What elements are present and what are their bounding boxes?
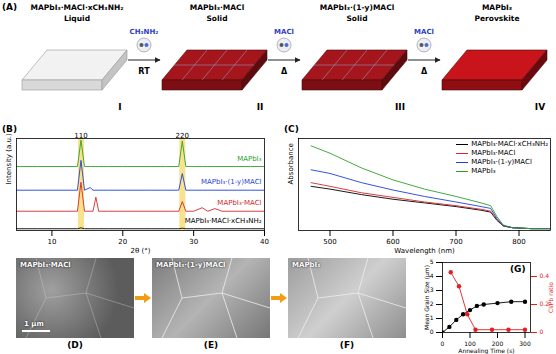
- svg-text:MAPbI₃·MACl: MAPbI₃·MACl: [217, 199, 261, 207]
- svg-text:Δ: Δ: [281, 67, 288, 76]
- svg-text:220: 220: [176, 132, 189, 140]
- svg-text:Annealing Time (s): Annealing Time (s): [458, 347, 514, 354]
- svg-text:Absorbance: Absorbance: [287, 143, 295, 184]
- svg-text:5: 5: [430, 258, 434, 265]
- html-text:(E): (E): [203, 340, 219, 350]
- svg-text:(A): (A): [2, 2, 17, 12]
- html-text:(D): (D): [67, 340, 83, 350]
- html-text:(G): (G): [510, 264, 526, 274]
- svg-text:100: 100: [464, 339, 476, 347]
- svg-text:I: I: [118, 102, 121, 112]
- svg-text:Wavelength (nm): Wavelength (nm): [394, 247, 455, 255]
- svg-text:40: 40: [260, 238, 269, 246]
- svg-text:0.4: 0.4: [540, 272, 550, 279]
- svg-text:0.2: 0.2: [539, 300, 549, 308]
- svg-text:CH₃NH₂: CH₃NH₂: [130, 28, 159, 36]
- svg-text:Solid: Solid: [346, 14, 367, 23]
- html-text:MAPbI₃·MACl·xCH₃NH₂: MAPbI₃·MACl·xCH₃NH₂: [471, 140, 548, 148]
- svg-text:MAPbI₃·MACl·xCH₃NH₂: MAPbI₃·MACl·xCH₃NH₂: [185, 217, 262, 225]
- svg-text:Δ: Δ: [421, 67, 428, 76]
- svg-text:Solid: Solid: [206, 14, 227, 23]
- svg-text:600: 600: [386, 238, 399, 246]
- html-text:(C): (C): [284, 124, 299, 134]
- html-text:MAPbI₃·MACl: MAPbI₃·MACl: [20, 261, 71, 269]
- svg-text:MAPbI₃·MACl: MAPbI₃·MACl: [190, 3, 244, 12]
- svg-text:30: 30: [189, 238, 198, 246]
- svg-text:Intensity (a.u.): Intensity (a.u.): [5, 133, 13, 185]
- html-text:1 μm: 1 μm: [24, 320, 44, 328]
- svg-text:Perovskite: Perovskite: [474, 14, 519, 23]
- html-text:MAPbI₃: MAPbI₃: [292, 261, 321, 269]
- svg-text:700: 700: [449, 238, 462, 246]
- svg-text:800: 800: [512, 238, 525, 246]
- svg-text:Cl/Pb ratio: Cl/Pb ratio: [547, 282, 554, 313]
- svg-text:110: 110: [74, 132, 87, 140]
- svg-text:RT: RT: [138, 67, 150, 76]
- html-text:MAPbI₃·(1-y)MACl: MAPbI₃·(1-y)MACl: [156, 261, 226, 269]
- html-text:(F): (F): [339, 340, 355, 350]
- svg-text:0: 0: [441, 340, 445, 347]
- html-text:(B): (B): [2, 124, 18, 134]
- svg-text:II: II: [257, 102, 264, 112]
- svg-text:III: III: [395, 102, 405, 112]
- svg-text:2: 2: [430, 300, 434, 307]
- html-text:MAPbI₃·(1-y)MACl: MAPbI₃·(1-y)MACl: [471, 158, 532, 166]
- svg-text:300: 300: [519, 340, 531, 347]
- svg-text:MAPbI₃: MAPbI₃: [482, 3, 512, 12]
- svg-text:Mean Grain Size (μm): Mean Grain Size (μm): [423, 265, 431, 330]
- svg-text:1: 1: [430, 314, 434, 321]
- svg-text:500: 500: [323, 238, 336, 246]
- svg-text:0: 0: [430, 328, 434, 335]
- svg-text:MAPbI₃·(1-y)MACl: MAPbI₃·(1-y)MACl: [201, 178, 262, 186]
- svg-text:200: 200: [491, 339, 504, 347]
- svg-text:MACl: MACl: [274, 28, 294, 36]
- svg-text:IV: IV: [535, 102, 545, 112]
- svg-text:4: 4: [430, 272, 434, 279]
- svg-text:10: 10: [47, 238, 56, 246]
- svg-text:MACl: MACl: [414, 28, 434, 36]
- svg-text:3: 3: [430, 286, 434, 293]
- svg-text:MAPbI₃·(1-y)MACl: MAPbI₃·(1-y)MACl: [320, 3, 394, 12]
- svg-text:MAPbI₃: MAPbI₃: [237, 155, 262, 163]
- svg-text:0: 0: [540, 328, 544, 335]
- html-text:MAPbI₃·MACl: MAPbI₃·MACl: [471, 149, 516, 157]
- svg-text:Liquid: Liquid: [64, 14, 90, 23]
- svg-text:20: 20: [118, 238, 127, 246]
- svg-text:MAPbI₃·MACl·xCH₃NH₂: MAPbI₃·MACl·xCH₃NH₂: [31, 3, 124, 12]
- svg-text:2θ (°): 2θ (°): [131, 247, 151, 255]
- html-text:MAPbI₃: MAPbI₃: [471, 167, 496, 175]
